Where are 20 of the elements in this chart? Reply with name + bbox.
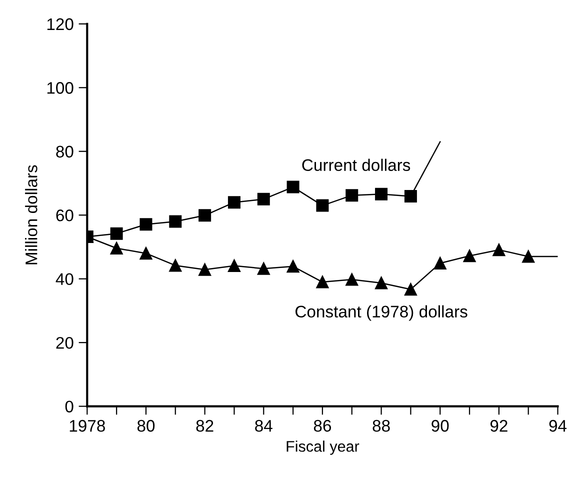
x-tick-label: 86 <box>314 420 331 432</box>
y-tick-label: 20 <box>56 336 74 349</box>
y-tick-label: 100 <box>47 82 74 94</box>
y-tick-label: 40 <box>56 273 74 286</box>
x-tick-label: 84 <box>255 420 272 432</box>
x-tick-label: 92 <box>490 420 508 432</box>
y-axis-title: Million dollars <box>25 165 38 264</box>
series-label: Current dollars <box>302 158 410 172</box>
x-tick-label: 80 <box>137 420 155 432</box>
series-label: Constant (1978) dollars <box>296 305 468 321</box>
y-tick-label: 60 <box>56 210 74 222</box>
x-tick-label: 82 <box>196 420 214 432</box>
y-tick-label: 80 <box>56 146 74 158</box>
y-tick-label: 0 <box>65 400 74 413</box>
x-tick-label: 1978 <box>70 420 105 432</box>
x-tick-label: 88 <box>372 420 390 432</box>
y-tick-label: 120 <box>47 18 74 30</box>
x-tick-label: 90 <box>432 420 449 432</box>
x-axis-title: Fiscal year <box>286 440 360 455</box>
x-tick-label: 94 <box>549 420 567 432</box>
